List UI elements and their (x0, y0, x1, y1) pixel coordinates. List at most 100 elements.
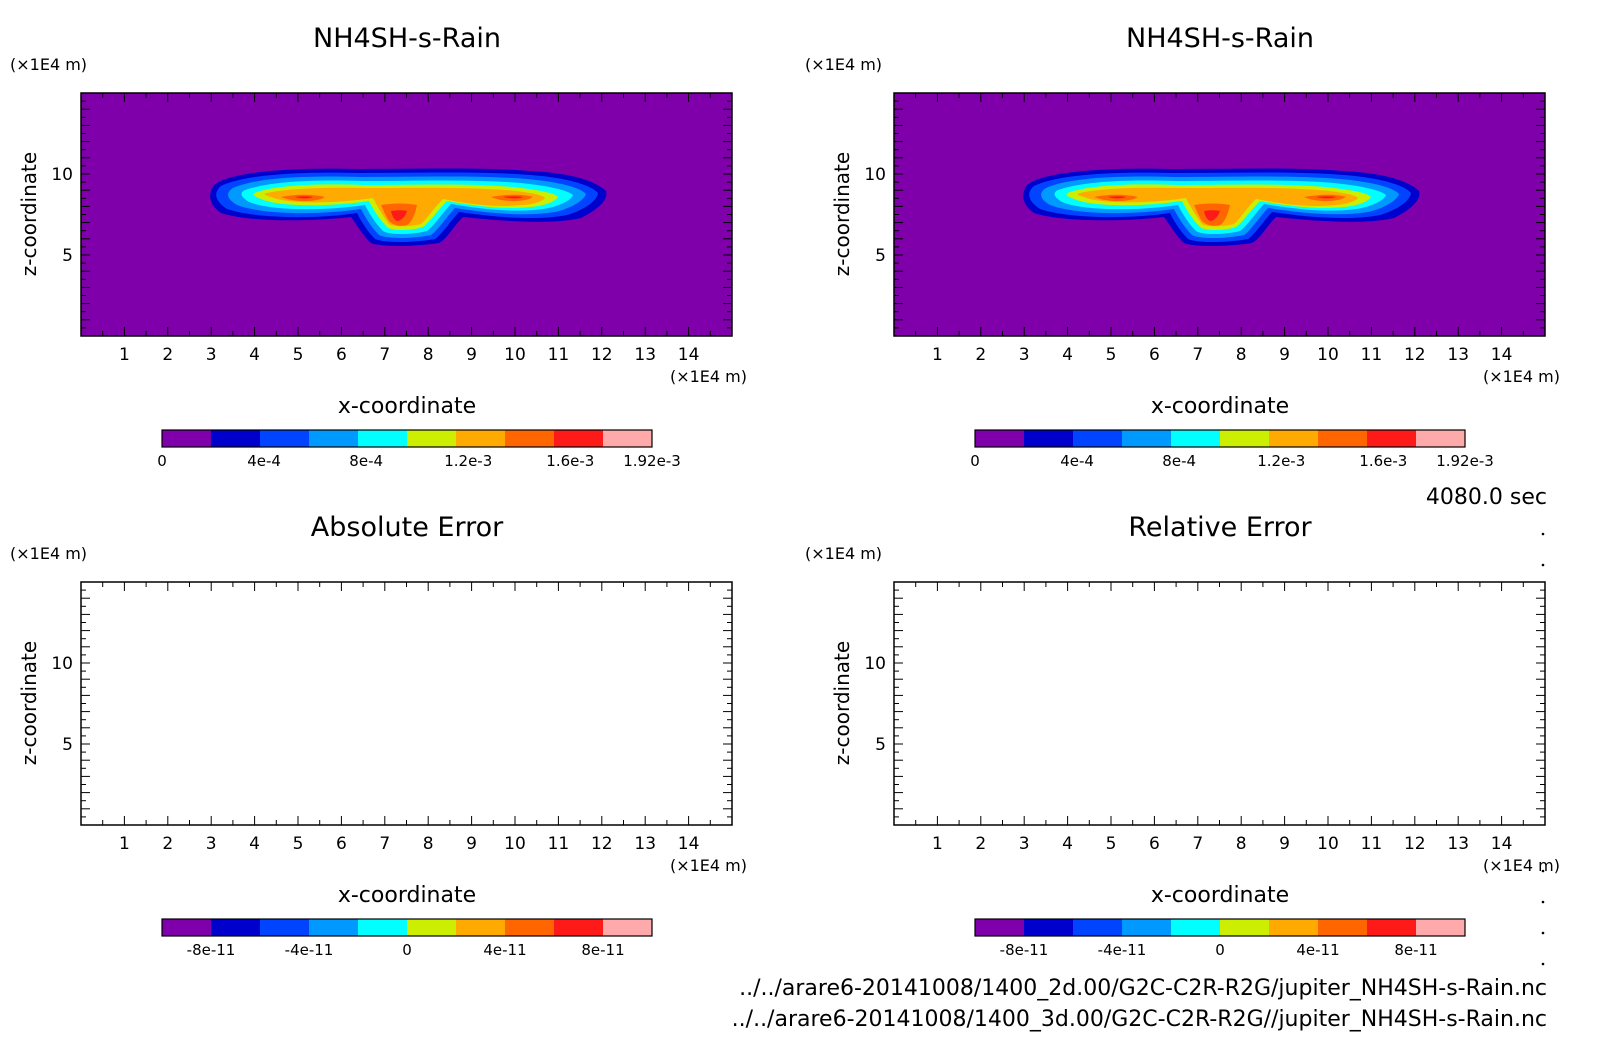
dot (1541, 900, 1545, 904)
x-tick-label: 8 (423, 345, 434, 365)
x-tick-label: 7 (1192, 345, 1203, 365)
colorbar-tick-label: 4e-4 (1060, 452, 1094, 470)
colorbar-tick-label: 0 (1215, 941, 1225, 959)
x-tick-label: 9 (1279, 345, 1290, 365)
colorbar-segment (1073, 430, 1123, 447)
y-tick-label: 5 (62, 735, 73, 755)
colorbar-frame-top-left (161, 429, 653, 448)
colorbar-segment (1416, 430, 1466, 447)
colorbar-tick-label: 8e-4 (349, 452, 383, 470)
colorbar-frame-bottom-right (974, 918, 1466, 937)
colorbar-segment (211, 919, 261, 936)
colorbar-segment (505, 919, 555, 936)
colorbar-segment (1318, 430, 1368, 447)
x-tick-label: 8 (1236, 345, 1247, 365)
colorbar-tick-label: 0 (402, 941, 412, 959)
y-tick-label: 5 (875, 246, 886, 266)
x-axis-title-top-left: x-coordinate (338, 394, 476, 419)
y-axis-title-bottom-right: z-coordinate (830, 641, 854, 765)
x-tick-label: 4 (249, 834, 260, 854)
colorbar-segment (603, 919, 653, 936)
x-tick-label: 4 (1062, 345, 1073, 365)
x-tick-label: 10 (1317, 345, 1339, 365)
colorbar-segment (554, 430, 604, 447)
x-tick-label: 3 (206, 834, 217, 854)
file-path-2d: ../../arare6-20141008/1400_2d.00/G2C-C2R… (739, 976, 1547, 1001)
colorbar-segment (260, 430, 310, 447)
x-unit-bottom-right: (×1E4 m) (1483, 856, 1560, 875)
dot (1541, 869, 1545, 873)
colorbar-segment (358, 430, 408, 447)
y-tick-label: 5 (875, 735, 886, 755)
file-path-3d: ../../arare6-20141008/1400_3d.00/G2C-C2R… (732, 1007, 1547, 1032)
colorbar-segment (505, 430, 555, 447)
colorbar-segment (1171, 430, 1221, 447)
x-tick-label: 10 (1317, 834, 1339, 854)
colorbar-tick-label: 0 (970, 452, 980, 470)
colorbar-segment (1367, 919, 1417, 936)
colorbar-tick-label: 4e-11 (1296, 941, 1339, 959)
colorbar-segment (456, 919, 506, 936)
x-tick-label: 4 (249, 345, 260, 365)
x-tick-label: 13 (1447, 834, 1469, 854)
x-unit-top-right: (×1E4 m) (1483, 367, 1560, 386)
x-tick-label: 12 (1404, 345, 1426, 365)
colorbar-segment (1220, 919, 1270, 936)
x-tick-label: 5 (293, 345, 304, 365)
x-axis-title-bottom-right: x-coordinate (1151, 883, 1289, 908)
dot-column (1541, 532, 1545, 966)
colorbar-segment (456, 430, 506, 447)
contour-band (1094, 194, 1346, 226)
x-unit-top-left: (×1E4 m) (670, 367, 747, 386)
x-tick-label: 4 (1062, 834, 1073, 854)
x-axis-title-top-right: x-coordinate (1151, 394, 1289, 419)
x-tick-label: 10 (504, 345, 526, 365)
field-contours-top-left (210, 168, 607, 246)
x-tick-label: 5 (293, 834, 304, 854)
colorbar-segment (407, 919, 457, 936)
x-tick-label: 6 (336, 834, 347, 854)
y-tick-label: 5 (62, 246, 73, 266)
colorbar-segment (407, 430, 457, 447)
x-tick-label: 12 (591, 345, 613, 365)
colorbar-tick-label: 8e-4 (1162, 452, 1196, 470)
x-tick-label: 1 (119, 345, 130, 365)
y-axis-title-top-right: z-coordinate (830, 152, 854, 276)
y-tick-label: 10 (864, 165, 886, 185)
colorbar-segment (1171, 919, 1221, 936)
x-tick-label: 11 (548, 834, 570, 854)
y-tick-label: 10 (51, 165, 73, 185)
panel-title-bottom-left: Absolute Error (311, 512, 504, 543)
colorbar-segment (1220, 430, 1270, 447)
z-unit-top-left: (×1E4 m) (10, 55, 87, 74)
x-tick-label: 6 (1149, 834, 1160, 854)
colorbar-segment (162, 919, 212, 936)
x-tick-label: 3 (206, 345, 217, 365)
y-tick-label: 10 (864, 654, 886, 674)
colorbar-tick-label: -4e-11 (285, 941, 334, 959)
x-tick-label: 6 (1149, 345, 1160, 365)
colorbar-tick-label: 1.92e-3 (623, 452, 681, 470)
x-tick-label: 7 (1192, 834, 1203, 854)
x-tick-label: 2 (162, 345, 173, 365)
colorbar-segment (1416, 919, 1466, 936)
colorbar-tick-label: 1.6e-3 (1359, 452, 1407, 470)
colorbar-frame-bottom-left (161, 918, 653, 937)
plot-area-bottom-left (81, 582, 732, 825)
x-tick-label: 5 (1106, 834, 1117, 854)
x-tick-label: 3 (1019, 834, 1030, 854)
colorbar-segment (162, 430, 212, 447)
colorbar-segment (1367, 430, 1417, 447)
colorbar-segment (1269, 919, 1319, 936)
field-contours-top-right (1023, 168, 1420, 246)
y-axis-title-top-left: z-coordinate (17, 152, 41, 276)
x-tick-label: 2 (975, 345, 986, 365)
colorbar-segment (211, 430, 261, 447)
z-unit-bottom-left: (×1E4 m) (10, 544, 87, 563)
x-tick-label: 11 (548, 345, 570, 365)
colorbar-tick-label: -4e-11 (1098, 941, 1147, 959)
colorbar-tick-label: 4e-4 (247, 452, 281, 470)
x-tick-label: 14 (1491, 834, 1513, 854)
x-tick-label: 9 (1279, 834, 1290, 854)
x-tick-label: 14 (1491, 345, 1513, 365)
